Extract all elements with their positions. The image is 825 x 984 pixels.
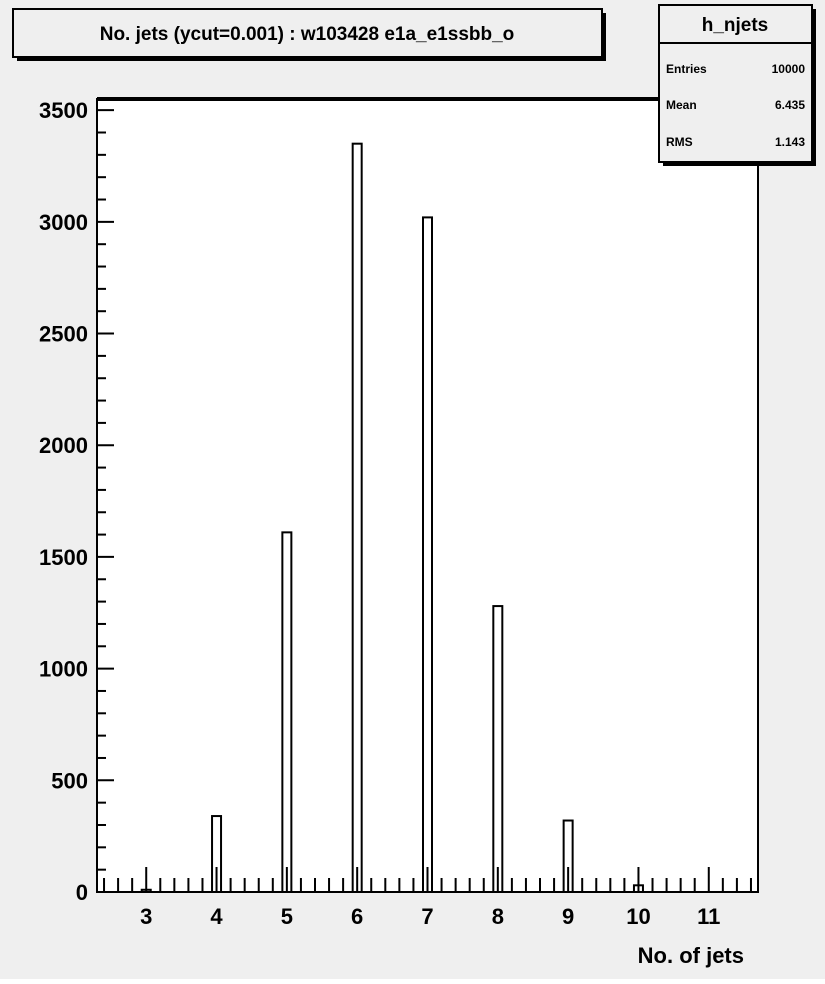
- x-tick-label-3: 3: [140, 904, 152, 929]
- x-axis-label: No. of jets: [638, 943, 744, 968]
- y-tick-label-1500: 1500: [39, 545, 88, 570]
- x-tick-label-9: 9: [562, 904, 574, 929]
- x-tick-label-6: 6: [351, 904, 363, 929]
- stats-box: h_njets Entries 10000 Mean 6.435 RMS 1.1…: [658, 4, 816, 166]
- y-tick-label-2500: 2500: [39, 322, 88, 347]
- title-box: No. jets (ycut=0.001) : w103428 e1a_e1ss…: [12, 8, 606, 61]
- x-tick-label-7: 7: [421, 904, 433, 929]
- bar-7: [422, 216, 433, 894]
- x-axis: 3 4 5 6 7 8 9 10 11: [97, 867, 758, 929]
- y-tick-label-0: 0: [76, 880, 88, 905]
- x-tick-label-10: 10: [626, 904, 650, 929]
- y-tick-label-2000: 2000: [39, 433, 88, 458]
- stats-entries-value: 10000: [772, 62, 806, 76]
- stats-entries-label: Entries: [666, 62, 707, 76]
- stats-mean-label: Mean: [666, 98, 697, 112]
- chart-title: No. jets (ycut=0.001) : w103428 e1a_e1ss…: [100, 24, 515, 45]
- y-tick-label-500: 500: [51, 768, 88, 793]
- bar-8: [492, 605, 504, 893]
- stats-mean-value: 6.435: [775, 98, 805, 112]
- y-tick-label-3000: 3000: [39, 210, 88, 235]
- x-tick-label-8: 8: [492, 904, 504, 929]
- x-tick-label-11: 11: [697, 904, 720, 929]
- x-tick-label-5: 5: [281, 904, 293, 929]
- bar-5: [281, 531, 293, 893]
- y-axis: 0 500 1000 1500 2000 2500 3000 3500: [39, 98, 114, 905]
- stats-name: h_njets: [702, 15, 769, 36]
- stats-rms-value: 1.143: [775, 135, 805, 149]
- y-tick-label-1000: 1000: [39, 657, 88, 682]
- stats-rms-label: RMS: [666, 135, 693, 149]
- y-tick-label-3500: 3500: [39, 98, 88, 123]
- x-tick-label-4: 4: [210, 904, 223, 929]
- bar-6: [351, 142, 363, 893]
